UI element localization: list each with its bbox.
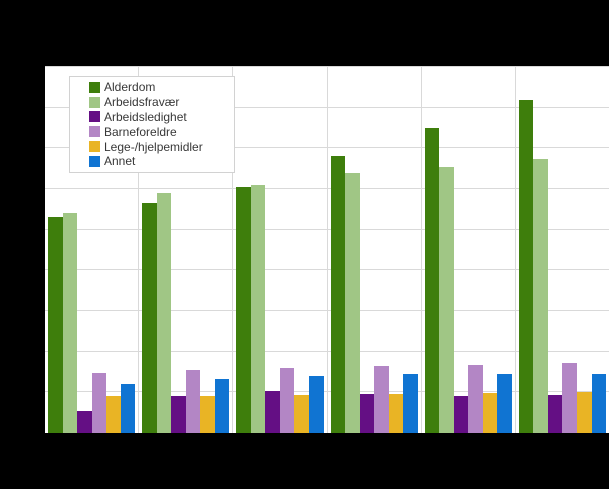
bar-alderdom — [236, 186, 251, 433]
bar-arbeidsledighet — [265, 391, 280, 433]
category-group — [45, 67, 140, 433]
bar-barneforeldre — [91, 372, 107, 433]
bar-barneforeldre — [468, 364, 483, 433]
legend-item-lege-hjelpemidler: Lege-/hjelpemidler — [89, 139, 226, 154]
legend-swatch-icon — [89, 81, 100, 93]
bar-alderdom — [424, 128, 440, 433]
legend-item-annet: Annet — [89, 154, 226, 169]
bar-lege-hjelpemidler — [294, 394, 309, 433]
plot-area: Alderdom Arbeidsfravær Arbeidsledighet Barn… — [45, 66, 609, 433]
bar-annet — [591, 373, 607, 433]
legend-swatch-icon — [89, 96, 100, 108]
bar-lege-hjelpemidler — [106, 396, 121, 433]
bar-arbeidsledighet — [453, 396, 469, 433]
legend-label: Alderdom — [104, 80, 156, 95]
legend-swatch-icon — [89, 141, 100, 153]
legend-label: Lege-/hjelpemidler — [104, 139, 203, 154]
category-group — [139, 67, 234, 433]
bar-annet — [309, 375, 324, 433]
bar-annet — [214, 379, 230, 433]
legend: Alderdom Arbeidsfravær Arbeidsledighet Barn… — [69, 76, 235, 173]
bar-arbeidsledighet — [547, 395, 563, 433]
bar-arbeidsledighet — [359, 394, 375, 433]
legend-item-alderdom: Alderdom — [89, 80, 226, 95]
bar-arbeidsledighet — [171, 396, 186, 433]
bar-barneforeldre — [374, 366, 389, 433]
legend-swatch-icon — [89, 155, 100, 167]
bar-arbeidsfrav-r — [62, 213, 78, 433]
bar-alderdom — [142, 203, 157, 433]
legend-label: Arbeidsledighet — [104, 109, 187, 124]
legend-label: Arbeidsfravær — [104, 95, 180, 110]
legend-label: Barneforeldre — [104, 124, 177, 139]
bar-arbeidsfrav-r — [345, 172, 360, 433]
category-group — [233, 67, 328, 433]
bar-lege-hjelpemidler — [576, 392, 592, 433]
bar-lege-hjelpemidler — [388, 393, 404, 433]
bar-alderdom — [518, 99, 534, 433]
legend-swatch-icon — [89, 111, 100, 123]
bar-lege-hjelpemidler — [482, 393, 498, 433]
legend-item-arbeidsledighet: Arbeidsledighet — [89, 110, 226, 125]
category-group — [422, 67, 516, 433]
category-group — [516, 67, 609, 433]
bar-alderdom — [48, 217, 63, 433]
bar-arbeidsfrav-r — [533, 158, 548, 433]
bar-barneforeldre — [562, 363, 577, 433]
bar-arbeidsledighet — [77, 410, 92, 433]
legend-swatch-icon — [89, 126, 100, 138]
bar-annet — [120, 384, 136, 433]
bar-barneforeldre — [279, 368, 295, 433]
bar-arbeidsfrav-r — [250, 184, 266, 433]
bar-lege-hjelpemidler — [200, 395, 215, 433]
bar-arbeidsfrav-r — [439, 166, 454, 433]
legend-item-arbeidsfrav-r: Arbeidsfravær — [89, 95, 226, 110]
bar-barneforeldre — [185, 370, 201, 433]
bar-annet — [403, 374, 418, 433]
category-group — [328, 67, 422, 433]
bar-groups — [45, 67, 609, 433]
bar-annet — [497, 374, 512, 433]
bar-alderdom — [330, 156, 346, 433]
bar-arbeidsfrav-r — [156, 193, 172, 433]
legend-item-barneforeldre: Barneforeldre — [89, 124, 226, 139]
legend-label: Annet — [104, 154, 136, 169]
